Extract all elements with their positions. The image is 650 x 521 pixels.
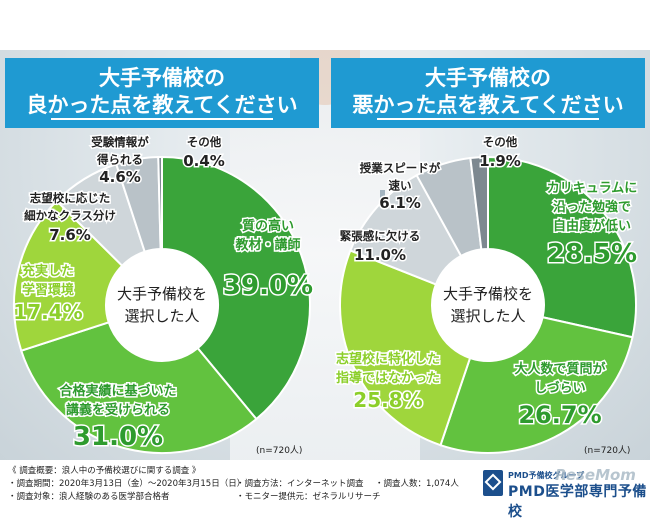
slice-name-label: 細かなクラス分け <box>24 209 116 223</box>
donut-center-label: 選択した人 <box>450 307 525 325</box>
watermark: ReseMom <box>555 466 636 484</box>
donut-hole <box>432 249 544 361</box>
slice-name-label: 質の高い <box>242 218 294 234</box>
footer-provider: ・モニター提供元：ゼネラルリサーチ <box>236 492 381 502</box>
slice-name-label: 自由度が低い <box>553 218 631 234</box>
header-right: 大手予備校の 悪かった点を教えてください <box>331 58 645 128</box>
header-right-line2: 悪かった点を教えてください <box>352 93 624 117</box>
donut-charts: 大手予備校を選択した人質の高い教材・講師39.0%合格実績に基づいた講義を受けら… <box>12 134 639 454</box>
slice-value-label: 6.1% <box>379 194 421 212</box>
slice-name-label: 沿った勉強で <box>553 199 631 215</box>
slice-name-label: 講義を受けられる <box>66 402 170 418</box>
slice-value-label: 17.4% <box>13 300 82 324</box>
donut-center-label: 大手予備校を <box>117 285 207 303</box>
logo-small-text: PMD予備校グループ <box>508 471 584 480</box>
slice-value-label: 28.5% <box>547 239 637 269</box>
slice-name-label: その他 <box>187 135 222 149</box>
slice-value-label: 7.6% <box>49 226 91 244</box>
slice-value-label: 25.8% <box>353 388 422 412</box>
slice-value-label: 31.0% <box>73 422 163 452</box>
slice-name-label: 緊張感に欠ける <box>340 229 421 243</box>
slice-name-label: しづらい <box>534 380 585 396</box>
footer-period: ・調査期間：2020年3月13日（金）〜2020年3月15日（日） <box>8 479 246 489</box>
donut-hole <box>106 249 218 361</box>
header-left-line2: 良かった点を教えてください <box>26 93 298 117</box>
donut-center-label: 選択した人 <box>124 307 199 325</box>
footer-count: ・調査人数：1,074人 <box>375 479 459 489</box>
slice-name-label: 大人数で質問が <box>514 361 605 377</box>
slice-name-label: 充実した <box>22 263 74 279</box>
slice-name-label: カリキュラムに <box>547 181 638 196</box>
slice-value-label: 1.9% <box>479 152 521 170</box>
slice-name-label: 得られる <box>96 153 143 167</box>
slice-name-label: 学習環境 <box>22 282 74 298</box>
slice-label-group: その他 1.9% <box>478 134 523 172</box>
footer-method: ・調査方法：インターネット調査 <box>236 479 364 489</box>
slice-label-group: その他 0.4% <box>182 134 227 172</box>
slice-name-label: その他 <box>483 135 518 149</box>
footer-target: ・調査対象：浪人経験のある医学部合格者 <box>8 492 170 502</box>
header-left-line1: 大手予備校の <box>99 66 225 90</box>
slice-value-label: 0.4% <box>183 152 225 170</box>
chart-right-note: (n=720人) <box>584 446 631 456</box>
header-right-underline <box>377 118 599 120</box>
slice-name-label: 志望校に応じた <box>30 191 111 205</box>
pmd-logo-icon <box>483 470 503 496</box>
slice-value-label: 11.0% <box>354 246 406 264</box>
header-right-line1: 大手予備校の <box>425 66 551 90</box>
donut-center-label: 大手予備校を <box>443 285 533 303</box>
slice-value-label: 4.6% <box>99 168 141 186</box>
slice-name-label: 合格実績に基づいた <box>59 383 176 399</box>
slice-name-label: 受験情報が <box>91 135 149 149</box>
header-left: 大手予備校の 良かった点を教えてください <box>5 58 319 128</box>
infographic: 大手予備校の 良かった点を教えてください 大手予備校の 悪かった点を教えてくださ… <box>0 0 650 510</box>
slice-label-group: 緊張感に欠ける 11.0% <box>338 228 422 266</box>
slice-name-label: 教材・講師 <box>234 237 300 253</box>
footer <box>0 460 650 510</box>
chart-left-note: (n=720人) <box>256 446 303 456</box>
slice-value-label: 39.0% <box>223 271 313 301</box>
footer-title: 《 調査概要：浪人中の予備校選びに関する調査 》 <box>8 466 201 476</box>
slice-name-label: 速い <box>389 179 412 193</box>
logo-big-text: PMD医学部専門予備校 <box>508 484 647 520</box>
header-left-underline <box>51 118 273 120</box>
slice-name-label: 授業スピードが <box>360 161 441 175</box>
slice-value-label: 26.7% <box>518 401 601 429</box>
slice-name-label: 指導ではなかった <box>336 370 440 386</box>
slice-name-label: 志望校に特化した <box>336 351 440 367</box>
